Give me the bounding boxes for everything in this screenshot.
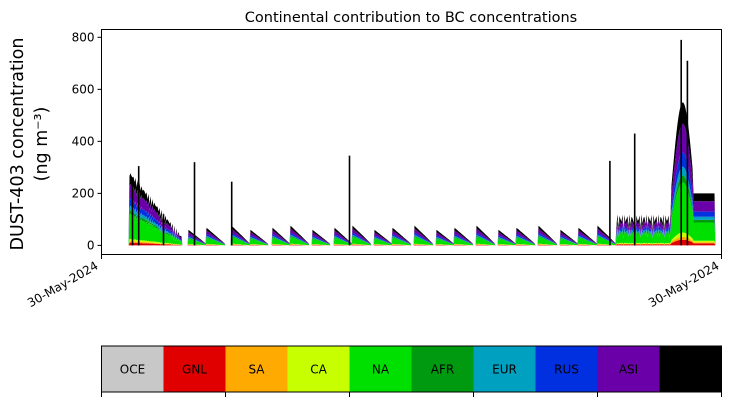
legend-swatch-na	[349, 346, 412, 392]
plot-marks	[101, 39, 721, 246]
chart-title: Continental contribution to BC concentra…	[245, 10, 577, 26]
y-tick-label: 0	[87, 238, 95, 252]
y-tick-label: 600	[72, 82, 95, 96]
legend-swatch-asi	[597, 346, 660, 392]
y-axis-label: DUST-403 concentration	[8, 38, 28, 251]
y-tick-label: 200	[72, 186, 95, 200]
legend-swatch-sa	[225, 346, 288, 392]
legend-label-afr: AFR	[431, 363, 454, 377]
legend-swatch-rus	[535, 346, 598, 392]
continent-colorbar: OCE GNL SA CA NA AFR EUR RUS ASI AUS	[101, 345, 722, 397]
legend-label-ca: CA	[310, 363, 327, 377]
legend-label-sa: SA	[248, 363, 265, 377]
legend-label-na: NA	[372, 363, 390, 377]
x-tick-label-start: 30-May-2024	[25, 258, 100, 310]
legend-swatch-ca	[287, 346, 350, 392]
legend-frame	[101, 345, 722, 393]
legend-label-gnl: GNL	[182, 363, 207, 377]
legend-swatch-gnl	[163, 346, 226, 392]
plot-frame	[101, 29, 722, 255]
y-axis-unit-label: (ng m⁻³)	[32, 107, 52, 182]
legend-swatch-afr	[411, 346, 474, 392]
legend-swatch-eur	[473, 346, 536, 392]
legend-swatch-aus	[659, 346, 722, 392]
legend-swatch-oce	[101, 346, 164, 392]
x-tick-label-end: 30-May-2024	[646, 258, 721, 310]
legend-label-aus: AUS	[678, 363, 703, 377]
legend-label-eur: EUR	[492, 363, 517, 377]
y-tick-label: 400	[72, 134, 95, 148]
y-tick-label: 800	[72, 30, 95, 44]
y-axis: 0 200 400 600 800	[72, 30, 102, 252]
legend-label-oce: OCE	[120, 363, 145, 377]
legend-label-asi: ASI	[619, 363, 638, 377]
legend-label-rus: RUS	[554, 363, 579, 377]
